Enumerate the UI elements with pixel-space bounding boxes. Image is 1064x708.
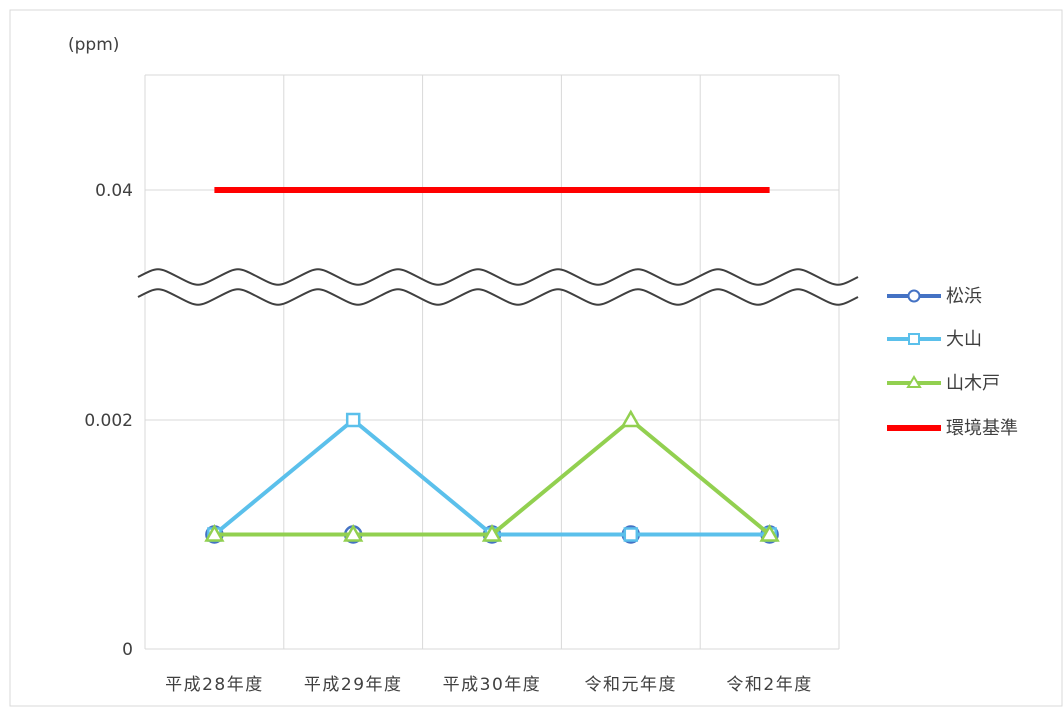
legend-item: 環境基準 [887, 418, 1018, 439]
legend-label: 松浜 [946, 286, 982, 307]
data-point [345, 412, 361, 428]
legend-item: 大山 [887, 329, 982, 350]
y-axis-ticks: 0.04 0.002 0 [84, 181, 133, 660]
legend-label: 山木戸 [946, 373, 1000, 394]
axis-break-wave [137, 268, 859, 286]
legend-item: 松浜 [887, 286, 982, 307]
legend-label: 環境基準 [946, 418, 1018, 439]
chart-border [9, 9, 1063, 707]
legend-marker [906, 375, 922, 388]
y-tick-label: 0.002 [84, 411, 133, 431]
data-point [343, 523, 364, 542]
y-tick-label: 0.04 [95, 181, 133, 201]
legend-item: 山木戸 [887, 373, 1000, 394]
x-tick-label: 令和2年度 [726, 675, 812, 695]
series [204, 187, 780, 544]
x-axis-ticks: 平成28年度 平成29年度 平成30年度 令和元年度 令和2年度 [165, 675, 812, 695]
unit-label: (ppm) [68, 35, 119, 55]
y-tick-label: 0 [122, 640, 133, 660]
x-tick-label: 平成29年度 [304, 675, 403, 695]
axis-break [137, 268, 859, 306]
data-point [620, 409, 641, 428]
x-tick-label: 平成30年度 [443, 675, 542, 695]
data-point [759, 523, 780, 542]
x-tick-label: 平成28年度 [165, 675, 264, 695]
axis-break-wave [137, 288, 859, 306]
data-point [204, 523, 225, 542]
axis-break-band [138, 269, 858, 305]
legend-label: 大山 [946, 329, 982, 350]
legend-marker [908, 333, 920, 345]
series-3 [204, 409, 780, 542]
data-point [623, 527, 639, 542]
x-tick-label: 令和元年度 [585, 675, 678, 695]
legend-marker [907, 289, 921, 303]
data-point [481, 523, 503, 542]
